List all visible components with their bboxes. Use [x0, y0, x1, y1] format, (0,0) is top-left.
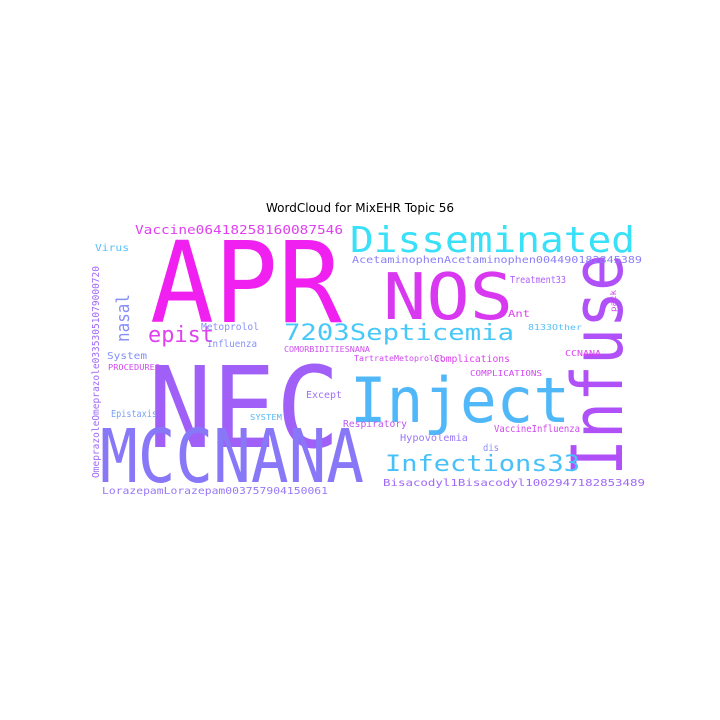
- word-nasal: nasal: [113, 294, 134, 342]
- word-system: System: [107, 351, 147, 362]
- word-infuse: Infuse: [557, 254, 639, 476]
- word-omeprazole-code: OmeprazoleOmeprazole03353051079000720: [91, 266, 102, 478]
- word-respiratory: Respiratory: [343, 419, 407, 430]
- word-ant: Ant: [508, 309, 530, 320]
- word-complications: Complications: [434, 354, 510, 365]
- word-tartratemetoprolol: TartrateMetoprolol: [354, 354, 444, 363]
- word-influenza: Influenza: [207, 339, 257, 350]
- word-epist: epist: [148, 323, 214, 348]
- word-complications-upper: COMPLICATIONS: [470, 369, 542, 378]
- word-7203septicemia: 7203Septicemia: [284, 321, 514, 346]
- word-system-upper: SYSTEM: [250, 413, 282, 422]
- word-apr: APR: [150, 219, 343, 349]
- word-comorbiditiesnana: COMORBIDITIESNANA: [284, 345, 370, 354]
- word-bisacodyl-code: Bisacodyl1Bisacodyl1002947182853489: [383, 478, 645, 489]
- word-nos: NOS: [383, 261, 513, 335]
- word-treatment33: Treatment33: [510, 275, 566, 286]
- word-disseminated: Disseminated: [350, 220, 635, 261]
- word-mccnana: MCCNANA: [100, 414, 364, 500]
- figure-title: WordCloud for MixEHR Topic 56: [265, 201, 455, 215]
- word-metoprolol: Metoprolol: [201, 322, 259, 333]
- word-pack: pack: [609, 290, 618, 312]
- word-vaccineinfluenza: VaccineInfluenza: [494, 424, 580, 435]
- word-lorazepam-code: LorazepamLorazepam003757904150061: [102, 486, 328, 497]
- word-inject: Inject: [350, 364, 570, 437]
- word-dis: dis: [483, 443, 499, 454]
- word-except: Except: [306, 390, 342, 401]
- word-epistaxis: Epistaxis: [111, 409, 157, 420]
- word-nec: NEC: [148, 344, 340, 474]
- word-infections33: Infections33: [385, 452, 580, 477]
- word-vaccine-code: Vaccine06418258160087546: [135, 223, 343, 237]
- word-hypovolemia: Hypovolemia: [400, 433, 468, 444]
- word-virus: Virus: [95, 243, 129, 254]
- word-procedures: PROCEDURES: [108, 363, 160, 372]
- word-8133other: 8133Other: [528, 323, 582, 332]
- word-ccnana: CCNANA: [565, 349, 601, 358]
- word-acetaminophen-code: AcetaminophenAcetaminophen00449018284538…: [352, 255, 642, 266]
